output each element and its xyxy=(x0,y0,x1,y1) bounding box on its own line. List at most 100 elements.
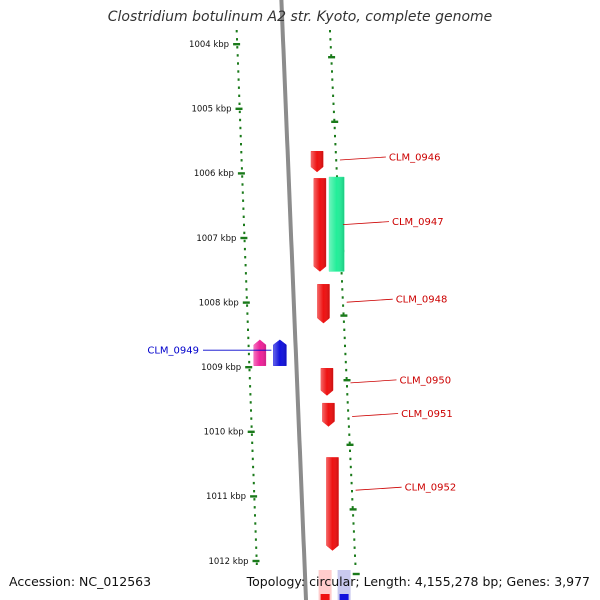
minor-tick xyxy=(350,481,353,485)
minor-tick xyxy=(253,490,256,493)
minor-tick xyxy=(340,272,343,275)
minor-tick xyxy=(351,498,354,501)
axis-tick-label: 1010 kbp xyxy=(204,428,244,438)
minor-tick xyxy=(329,38,332,41)
gene-label[interactable]: CLM_0948 xyxy=(396,295,448,306)
gene-label[interactable]: CLM_0952 xyxy=(405,483,457,494)
gene-label[interactable]: CLM_0949 xyxy=(147,346,199,357)
minor-tick xyxy=(329,46,332,49)
minor-tick xyxy=(343,336,346,340)
minor-tick xyxy=(245,296,248,299)
major-tick-inner xyxy=(233,43,241,46)
minor-tick xyxy=(352,530,355,533)
gene-label[interactable]: CLM_0951 xyxy=(401,409,453,420)
gene-partial-bottom-core xyxy=(320,594,330,600)
minor-tick xyxy=(237,78,240,81)
minor-tick xyxy=(255,546,258,549)
gene-CLM_0949-pink-shading xyxy=(253,339,266,366)
minor-tick xyxy=(252,481,255,485)
minor-tick xyxy=(246,320,249,323)
minor-tick xyxy=(244,256,247,259)
minor-tick xyxy=(250,417,253,420)
gene-label[interactable]: CLM_0950 xyxy=(400,375,452,386)
axis-tick-label: 1008 kbp xyxy=(199,298,239,308)
inner-tick-track xyxy=(235,30,258,565)
minor-tick xyxy=(239,118,242,122)
minor-tick xyxy=(353,538,356,541)
minor-tick xyxy=(255,562,258,565)
minor-tick xyxy=(254,522,257,525)
minor-tick xyxy=(349,465,352,469)
minor-tick xyxy=(252,473,255,477)
major-tick-inner xyxy=(245,366,253,369)
gene-label-leader xyxy=(352,413,399,417)
minor-tick xyxy=(243,223,245,227)
minor-tick xyxy=(333,118,336,122)
gene-label[interactable]: CLM_0946 xyxy=(389,153,441,164)
minor-tick xyxy=(254,538,257,541)
major-tick-outer xyxy=(352,572,360,576)
minor-tick xyxy=(345,377,348,380)
gene-label[interactable]: CLM_0947 xyxy=(392,217,444,228)
minor-tick xyxy=(249,401,252,404)
minor-tick xyxy=(346,401,349,404)
minor-tick xyxy=(243,239,246,243)
minor-tick xyxy=(241,183,244,186)
minor-tick xyxy=(242,215,245,218)
minor-tick xyxy=(343,328,346,331)
minor-tick xyxy=(346,385,348,388)
minor-tick xyxy=(330,54,333,57)
minor-tick xyxy=(253,506,256,509)
minor-tick xyxy=(342,320,345,323)
minor-tick xyxy=(250,425,253,428)
major-tick-outer xyxy=(343,379,351,382)
gene-features xyxy=(253,150,351,600)
minor-tick xyxy=(334,134,336,138)
minor-tick xyxy=(240,159,243,162)
minor-tick xyxy=(245,280,248,283)
genome-summary-text: Topology: circular; Length: 4,155,278 bp… xyxy=(246,574,590,589)
accession-text: Accession: NC_012563 xyxy=(9,574,152,589)
minor-tick xyxy=(333,126,336,130)
minor-tick xyxy=(344,360,347,364)
minor-tick xyxy=(248,377,251,380)
gene-CLM_0952-shading xyxy=(326,457,339,551)
minor-tick xyxy=(331,70,333,73)
major-tick-inner xyxy=(242,301,250,304)
minor-tick xyxy=(250,409,252,412)
minor-tick xyxy=(347,425,350,428)
minor-tick xyxy=(347,417,350,420)
minor-tick xyxy=(243,231,246,235)
minor-tick xyxy=(235,30,238,33)
minor-tick xyxy=(242,207,245,210)
major-tick-outer xyxy=(340,314,348,317)
major-tick-inner xyxy=(247,430,255,433)
major-tick-inner xyxy=(252,559,260,563)
major-tick-inner xyxy=(240,236,248,240)
minor-tick xyxy=(251,449,254,452)
minor-tick xyxy=(348,441,351,444)
minor-tick xyxy=(247,344,250,348)
minor-tick xyxy=(251,441,254,444)
minor-tick xyxy=(344,344,346,348)
minor-tick xyxy=(244,272,247,275)
major-tick-outer xyxy=(346,443,354,446)
minor-tick xyxy=(341,288,344,291)
gene-CLM_0949-shading xyxy=(273,339,287,366)
minor-tick xyxy=(345,368,348,372)
minor-tick xyxy=(331,86,334,89)
axis-ticks: 1004 kbp 1005 kbp 1006 kbp 1007 kbp 1008 kbp… xyxy=(189,40,360,576)
gene-label-leader xyxy=(342,221,390,225)
minor-tick xyxy=(346,393,349,396)
major-tick-outer xyxy=(331,120,339,123)
minor-tick xyxy=(237,62,239,65)
minor-tick xyxy=(238,94,241,97)
minor-tick xyxy=(254,530,257,533)
axis-tick-label: 1009 kbp xyxy=(201,363,241,373)
minor-tick xyxy=(247,328,249,331)
minor-tick xyxy=(351,506,354,509)
minor-tick xyxy=(239,126,242,130)
minor-tick xyxy=(335,159,338,162)
minor-tick xyxy=(246,304,249,307)
